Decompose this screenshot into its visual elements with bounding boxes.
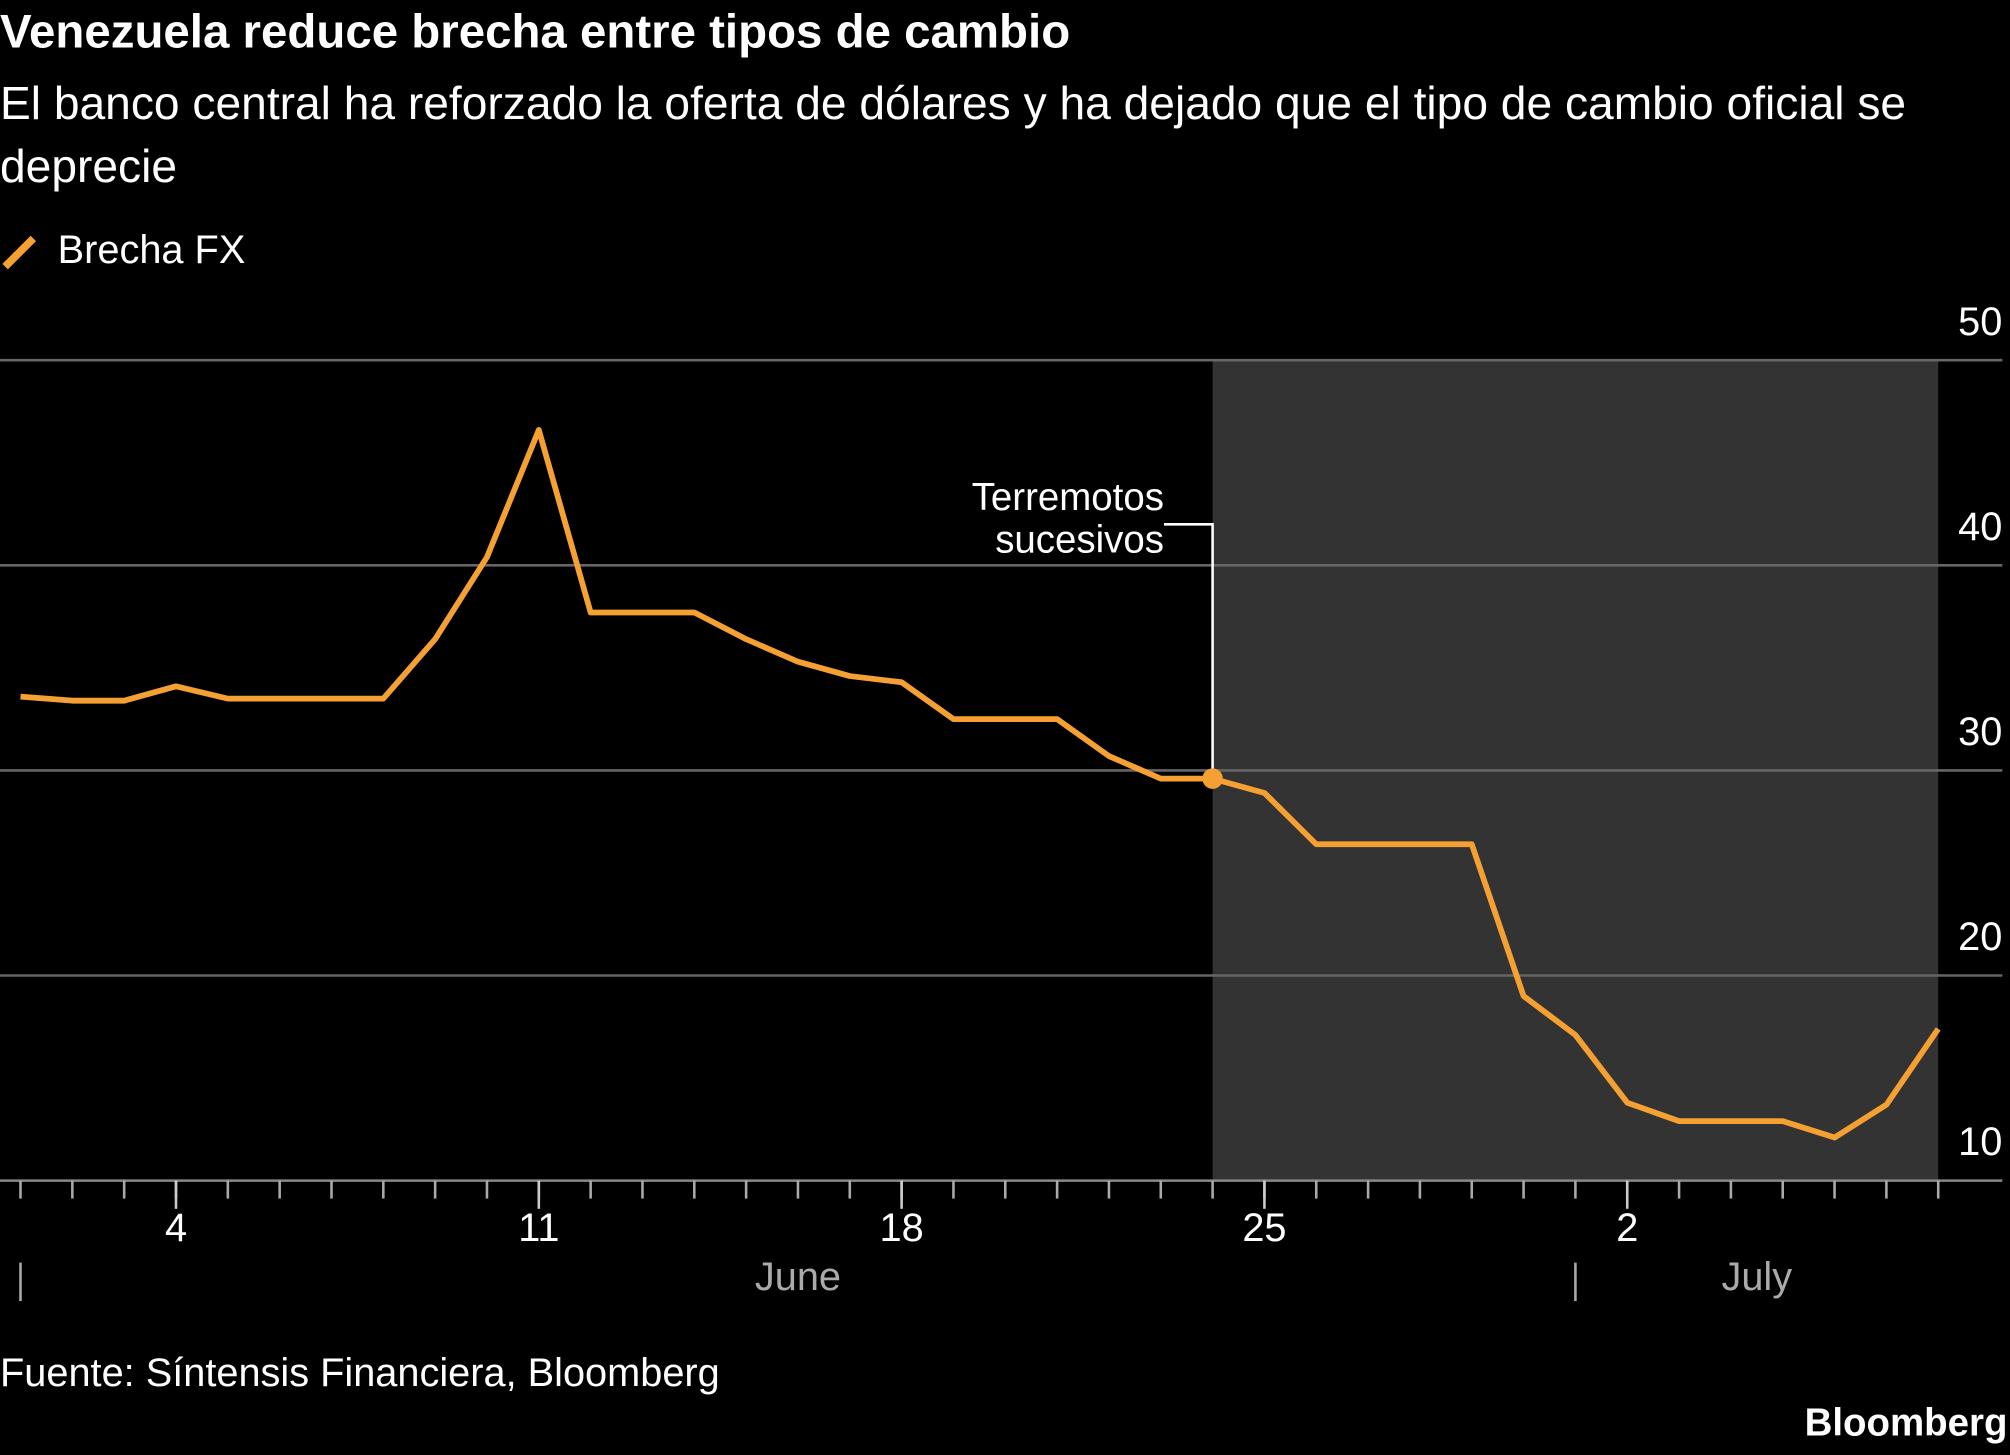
chart-title: Venezuela reduce brecha entre tipos de c… xyxy=(0,5,1071,58)
x-tick-label: 18 xyxy=(880,1206,924,1250)
month-label: July xyxy=(1721,1255,1792,1299)
x-tick-label: 25 xyxy=(1242,1206,1286,1250)
x-tick-label: 2 xyxy=(1616,1206,1638,1250)
annotation-marker xyxy=(1202,768,1223,789)
source: Fuente: Síntensis Financiera, Bloomberg xyxy=(0,1351,720,1395)
annotation-text: sucesivos xyxy=(995,518,1164,561)
y-tick-label: 30 xyxy=(1958,710,2002,754)
month-label: June xyxy=(755,1255,841,1299)
chart-subtitle: El banco central ha reforzado la oferta … xyxy=(0,76,1907,193)
x-tick-label: 11 xyxy=(518,1206,559,1250)
legend-label: Brecha FX xyxy=(58,228,246,272)
y-tick-label: 50 xyxy=(1958,300,2002,344)
annotation-text: Terremotos xyxy=(972,476,1164,519)
logo: Bloomberg xyxy=(1805,1402,2008,1445)
annotation-leader xyxy=(1163,523,1214,779)
y-tick-label: 10 xyxy=(1958,1120,2002,1164)
legend-swatch xyxy=(2,235,37,270)
line-series xyxy=(20,427,1941,1141)
y-tick-label: 20 xyxy=(1958,915,2002,959)
y-tick-label: 40 xyxy=(1958,505,2002,549)
x-tick-label: 4 xyxy=(165,1206,187,1250)
